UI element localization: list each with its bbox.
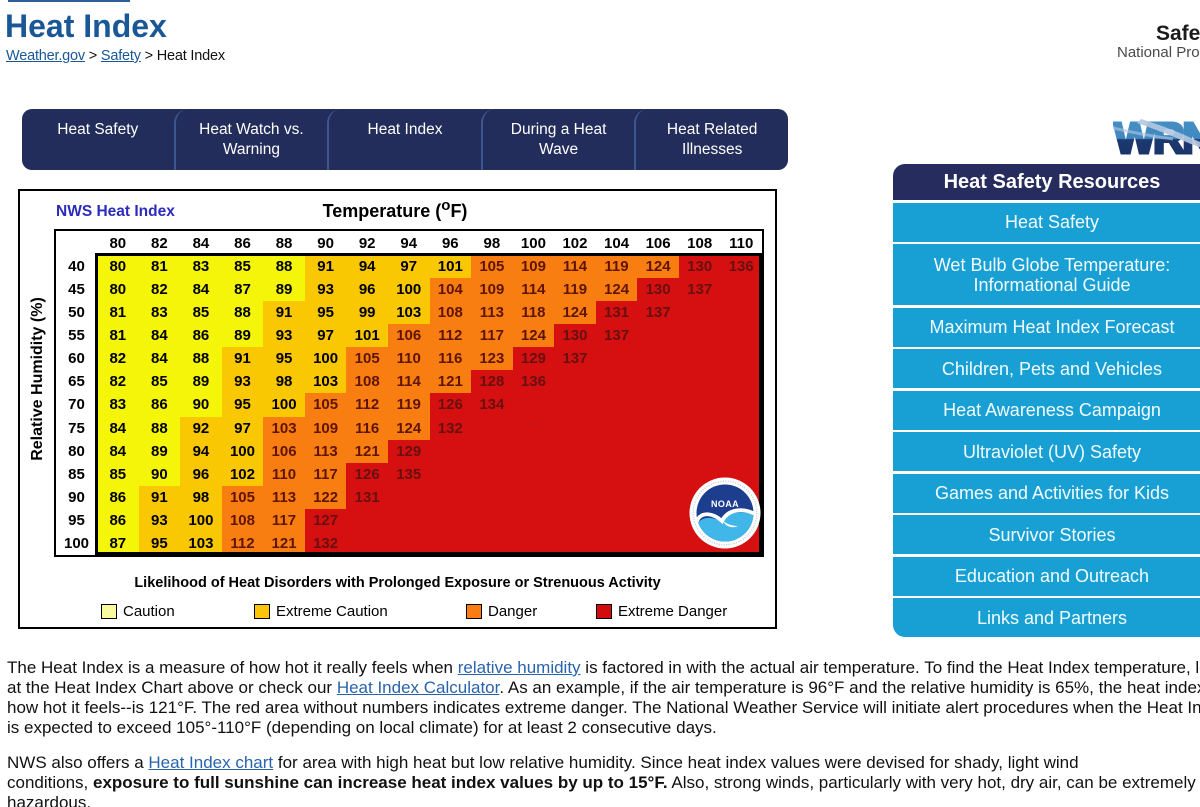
svg-text:NOAA: NOAA [711, 499, 739, 509]
